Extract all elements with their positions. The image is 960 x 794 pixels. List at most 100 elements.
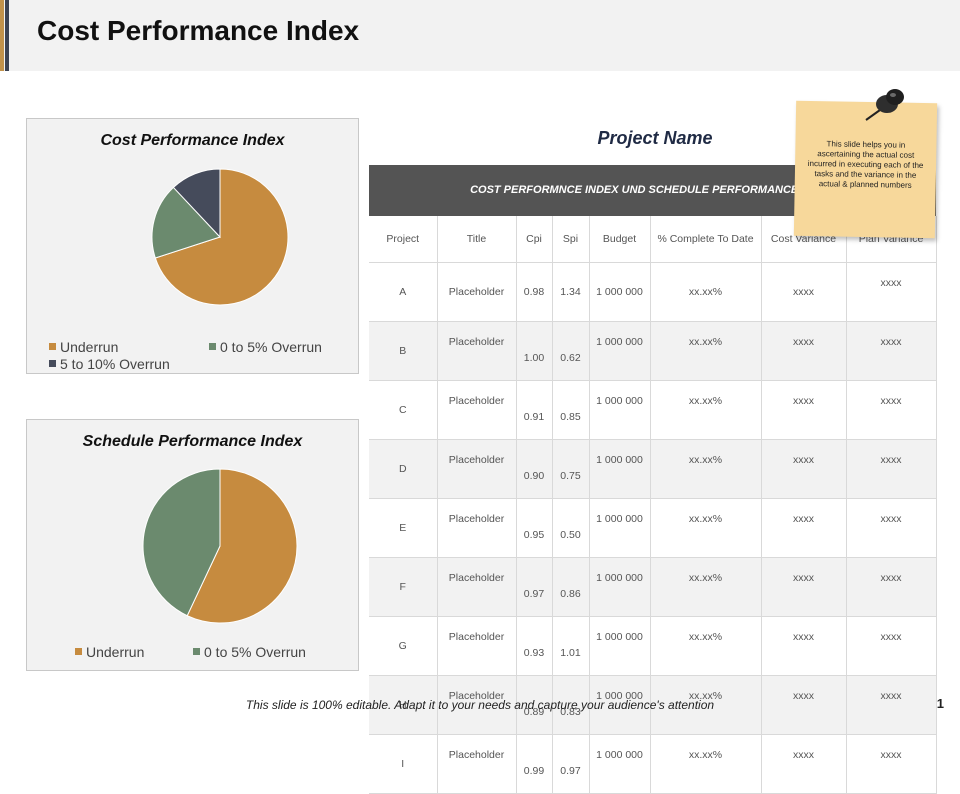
cell-budget: 1 000 000: [589, 616, 651, 676]
schedule-pie-chart: [142, 468, 298, 624]
table-header-row: Project Title Cpi Spi Budget % Complete …: [369, 216, 937, 263]
cell-cost-variance: xxxx: [761, 321, 847, 381]
cell-plan-variance: xxxx: [846, 616, 937, 676]
cell-project: B: [369, 321, 438, 381]
table-row[interactable]: A Placeholder 0.98 1.34 1 000 000 xx.xx%…: [369, 262, 937, 322]
cell-title: Placeholder: [437, 616, 517, 676]
legend-item-overrun-5-10: 5 to 10% Overrun: [49, 356, 170, 372]
cell-project: G: [369, 616, 438, 676]
legend-swatch: [209, 342, 216, 350]
cell-title: Placeholder: [437, 262, 517, 322]
col-header-spi: Spi: [552, 216, 590, 263]
legend-swatch: [193, 647, 200, 655]
cell-plan-variance: xxxx: [846, 439, 937, 499]
cost-pie-chart: [151, 168, 289, 306]
cell-budget: 1 000 000: [589, 439, 651, 499]
slice-underrun: [186, 468, 298, 624]
cell-cost-variance: xxxx: [761, 498, 847, 558]
legend-swatch: [49, 359, 56, 367]
cell-cost-variance: xxxx: [761, 734, 847, 794]
page-number: 1: [936, 696, 944, 711]
cell-budget: 1 000 000: [589, 380, 651, 440]
cell-cpi: 0.93: [516, 616, 553, 676]
cell-cpi: 0.90: [516, 439, 553, 499]
slice-overrun-0-5: [142, 468, 221, 617]
title-accent-bar: [0, 0, 4, 71]
cell-complete: xx.xx%: [650, 380, 762, 440]
col-header-budget: Budget: [589, 216, 651, 263]
schedule-chart-title: Schedule Performance Index: [82, 433, 303, 450]
legend-swatch: [49, 342, 56, 350]
slice-underrun: [154, 168, 289, 306]
cell-plan-variance: xxxx: [846, 380, 937, 440]
col-header-complete: % Complete To Date: [650, 216, 762, 263]
cell-title: Placeholder: [437, 498, 517, 558]
col-header-cpi: Cpi: [516, 216, 553, 263]
cell-spi: 0.86: [552, 557, 590, 617]
table-row[interactable]: D Placeholder 0.90 0.75 1 000 000 xx.xx%…: [369, 439, 937, 499]
cell-title: Placeholder: [437, 321, 517, 381]
cell-cpi: 0.95: [516, 498, 553, 558]
push-pin-icon: [865, 89, 904, 121]
cell-cpi: 0.97: [516, 557, 553, 617]
legend-label: Underrun: [60, 339, 119, 355]
cell-spi: 1.01: [552, 616, 590, 676]
cell-cost-variance: xxxx: [761, 439, 847, 499]
cell-plan-variance: xxxx: [846, 734, 937, 794]
cost-chart-title: Cost Performance Index: [100, 132, 285, 149]
cell-spi: 0.85: [552, 380, 590, 440]
cell-project: F: [369, 557, 438, 617]
legend-label: Underrun: [86, 644, 145, 660]
cell-complete: xx.xx%: [650, 439, 762, 499]
cost-chart-panel[interactable]: Cost Performance Index Underrun 0 to 5% …: [26, 118, 359, 374]
cell-project: I: [369, 734, 438, 794]
cell-plan-variance: xxxx: [846, 498, 937, 558]
cell-spi: 0.62: [552, 321, 590, 381]
table-row[interactable]: F Placeholder 0.97 0.86 1 000 000 xx.xx%…: [369, 557, 937, 617]
project-name: Project Name: [597, 128, 713, 148]
table-row[interactable]: I Placeholder 0.99 0.97 1 000 000 xx.xx%…: [369, 734, 937, 794]
legend-item-overrun-0-5: 0 to 5% Overrun: [193, 644, 306, 660]
legend-label: 0 to 5% Overrun: [220, 339, 322, 355]
cell-spi: 0.50: [552, 498, 590, 558]
cell-title: Placeholder: [437, 734, 517, 794]
cell-title: Placeholder: [437, 380, 517, 440]
cell-cpi: 1.00: [516, 321, 553, 381]
slice-overrun-5-10: [172, 168, 221, 239]
cell-spi: 1.34: [552, 262, 590, 322]
cell-complete: xx.xx%: [650, 557, 762, 617]
table-row[interactable]: G Placeholder 0.93 1.01 1 000 000 xx.xx%…: [369, 616, 937, 676]
cell-spi: 0.75: [552, 439, 590, 499]
cell-complete: xx.xx%: [650, 616, 762, 676]
cell-cost-variance: xxxx: [761, 557, 847, 617]
cell-complete: xx.xx%: [650, 498, 762, 558]
schedule-chart-panel[interactable]: Schedule Performance Index Underrun 0 to…: [26, 419, 359, 671]
cell-cpi: 0.91: [516, 380, 553, 440]
cell-plan-variance: xxxx: [846, 262, 937, 322]
slide-title: Cost Performance Index: [37, 15, 360, 46]
table-row[interactable]: C Placeholder 0.91 0.85 1 000 000 xx.xx%…: [369, 380, 937, 440]
cell-cost-variance: xxxx: [761, 380, 847, 440]
cell-project: E: [369, 498, 438, 558]
cell-spi: 0.97: [552, 734, 590, 794]
cell-budget: 1 000 000: [589, 262, 651, 322]
cell-budget: 1 000 000: [589, 321, 651, 381]
cell-cost-variance: xxxx: [761, 262, 847, 322]
cell-cpi: 0.99: [516, 734, 553, 794]
slice-overrun-0-5: [151, 186, 221, 259]
legend-item-overrun-0-5: 0 to 5% Overrun: [209, 339, 322, 355]
legend-label: 0 to 5% Overrun: [204, 644, 306, 660]
cell-title: Placeholder: [437, 557, 517, 617]
footer-text: This slide is 100% editable. Adapt it to…: [245, 698, 715, 712]
cell-budget: 1 000 000: [589, 498, 651, 558]
title-bar: [0, 0, 960, 71]
legend-item-underrun: Underrun: [75, 644, 144, 660]
col-header-title: Title: [437, 216, 517, 263]
cell-cost-variance: xxxx: [761, 616, 847, 676]
performance-table: Project Title Cpi Spi Budget % Complete …: [369, 216, 937, 794]
table-row[interactable]: E Placeholder 0.95 0.50 1 000 000 xx.xx%…: [369, 498, 937, 558]
cell-project: A: [369, 262, 438, 322]
legend-label: 5 to 10% Overrun: [60, 356, 170, 372]
col-header-project: Project: [369, 216, 438, 263]
table-row[interactable]: B Placeholder 1.00 0.62 1 000 000 xx.xx%…: [369, 321, 937, 381]
